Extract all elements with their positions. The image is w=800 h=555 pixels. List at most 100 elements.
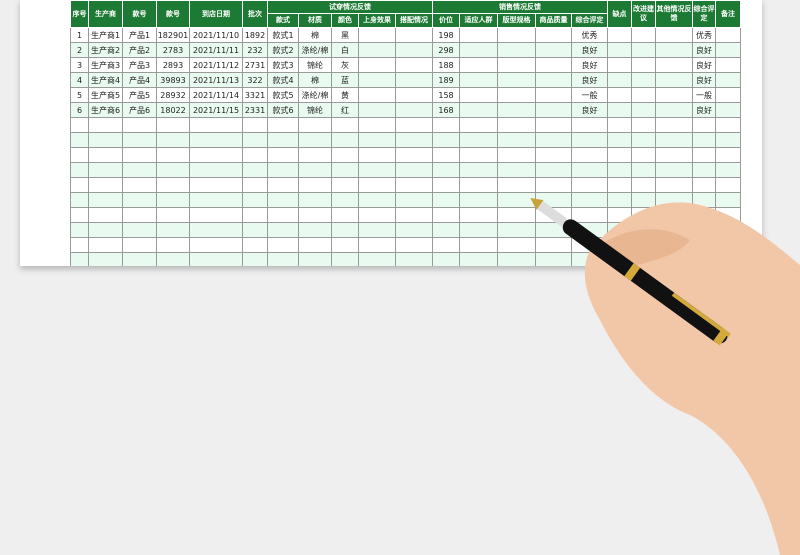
table-cell[interactable] bbox=[70, 177, 89, 193]
table-cell[interactable] bbox=[497, 222, 536, 238]
table-cell[interactable]: 3321 bbox=[242, 87, 268, 103]
table-cell[interactable]: 黄 bbox=[331, 87, 359, 103]
table-cell[interactable]: 产品5 bbox=[122, 87, 157, 103]
table-cell[interactable] bbox=[122, 177, 157, 193]
table-cell[interactable]: 182901 bbox=[156, 27, 190, 43]
table-cell[interactable]: 优秀 bbox=[571, 27, 608, 43]
table-cell[interactable] bbox=[631, 117, 656, 133]
table-cell[interactable] bbox=[432, 192, 460, 208]
table-cell[interactable] bbox=[715, 147, 741, 163]
table-cell[interactable] bbox=[571, 252, 608, 266]
table-cell[interactable] bbox=[156, 222, 190, 238]
table-cell[interactable] bbox=[298, 147, 332, 163]
table-cell[interactable] bbox=[298, 177, 332, 193]
table-cell[interactable] bbox=[497, 252, 536, 266]
table-cell[interactable] bbox=[571, 117, 608, 133]
table-cell[interactable] bbox=[267, 132, 299, 148]
table-cell[interactable] bbox=[497, 237, 536, 253]
table-cell[interactable] bbox=[358, 207, 396, 223]
table-cell[interactable] bbox=[459, 102, 498, 118]
table-cell[interactable] bbox=[395, 132, 433, 148]
table-cell[interactable] bbox=[358, 237, 396, 253]
table-cell[interactable] bbox=[331, 192, 359, 208]
table-cell[interactable]: 款式1 bbox=[267, 27, 299, 43]
table-cell[interactable] bbox=[267, 222, 299, 238]
table-cell[interactable] bbox=[267, 237, 299, 253]
table-cell[interactable] bbox=[189, 162, 243, 178]
table-cell[interactable] bbox=[571, 132, 608, 148]
table-cell[interactable] bbox=[631, 57, 656, 73]
table-cell[interactable]: 2021/11/14 bbox=[189, 87, 243, 103]
table-cell[interactable] bbox=[156, 147, 190, 163]
table-cell[interactable] bbox=[267, 252, 299, 266]
table-cell[interactable]: 产品1 bbox=[122, 27, 157, 43]
table-cell[interactable] bbox=[459, 207, 498, 223]
table-cell[interactable] bbox=[267, 162, 299, 178]
table-cell[interactable] bbox=[395, 207, 433, 223]
table-cell[interactable]: 2021/11/15 bbox=[189, 102, 243, 118]
table-cell[interactable]: 298 bbox=[432, 42, 460, 58]
table-cell[interactable] bbox=[459, 117, 498, 133]
table-cell[interactable] bbox=[358, 102, 396, 118]
table-cell[interactable] bbox=[497, 117, 536, 133]
table-cell[interactable] bbox=[497, 132, 536, 148]
table-cell[interactable] bbox=[395, 42, 433, 58]
table-cell[interactable] bbox=[395, 147, 433, 163]
table-cell[interactable] bbox=[497, 42, 536, 58]
table-cell[interactable] bbox=[395, 72, 433, 88]
table-cell[interactable] bbox=[535, 132, 572, 148]
table-cell[interactable] bbox=[395, 117, 433, 133]
table-cell[interactable] bbox=[692, 192, 716, 208]
table-cell[interactable]: 良好 bbox=[571, 57, 608, 73]
table-cell[interactable] bbox=[331, 117, 359, 133]
table-cell[interactable] bbox=[692, 162, 716, 178]
table-cell[interactable] bbox=[692, 177, 716, 193]
table-cell[interactable]: 款式5 bbox=[267, 87, 299, 103]
table-cell[interactable] bbox=[692, 117, 716, 133]
table-cell[interactable] bbox=[459, 72, 498, 88]
table-cell[interactable] bbox=[395, 102, 433, 118]
table-cell[interactable] bbox=[242, 252, 268, 266]
table-cell[interactable] bbox=[535, 102, 572, 118]
table-cell[interactable] bbox=[535, 87, 572, 103]
table-cell[interactable] bbox=[395, 177, 433, 193]
table-cell[interactable] bbox=[459, 147, 498, 163]
table-cell[interactable] bbox=[70, 252, 89, 266]
table-cell[interactable]: 棉 bbox=[298, 27, 332, 43]
table-cell[interactable]: 一般 bbox=[692, 87, 716, 103]
table-cell[interactable] bbox=[607, 87, 632, 103]
table-cell[interactable]: 28932 bbox=[156, 87, 190, 103]
table-cell[interactable]: 2 bbox=[70, 42, 89, 58]
table-cell[interactable] bbox=[571, 237, 608, 253]
table-cell[interactable] bbox=[358, 192, 396, 208]
table-cell[interactable] bbox=[535, 162, 572, 178]
table-cell[interactable]: 灰 bbox=[331, 57, 359, 73]
table-cell[interactable]: 生产商2 bbox=[88, 42, 123, 58]
table-cell[interactable] bbox=[395, 162, 433, 178]
table-cell[interactable]: 红 bbox=[331, 102, 359, 118]
table-cell[interactable] bbox=[122, 147, 157, 163]
table-cell[interactable] bbox=[122, 252, 157, 266]
table-cell[interactable] bbox=[715, 27, 741, 43]
table-cell[interactable] bbox=[122, 117, 157, 133]
table-cell[interactable] bbox=[655, 252, 693, 266]
table-cell[interactable] bbox=[189, 252, 243, 266]
table-cell[interactable] bbox=[631, 162, 656, 178]
table-cell[interactable] bbox=[156, 132, 190, 148]
table-cell[interactable] bbox=[331, 162, 359, 178]
table-cell[interactable] bbox=[497, 87, 536, 103]
table-cell[interactable] bbox=[459, 42, 498, 58]
table-cell[interactable] bbox=[88, 147, 123, 163]
table-cell[interactable] bbox=[497, 102, 536, 118]
table-cell[interactable] bbox=[395, 87, 433, 103]
table-cell[interactable]: 2021/11/12 bbox=[189, 57, 243, 73]
table-cell[interactable]: 涤纶/棉 bbox=[298, 42, 332, 58]
table-cell[interactable] bbox=[692, 132, 716, 148]
table-cell[interactable] bbox=[631, 222, 656, 238]
table-cell[interactable] bbox=[655, 42, 693, 58]
table-cell[interactable] bbox=[692, 222, 716, 238]
table-cell[interactable]: 良好 bbox=[692, 72, 716, 88]
table-cell[interactable]: 2021/11/11 bbox=[189, 42, 243, 58]
table-cell[interactable] bbox=[267, 177, 299, 193]
table-cell[interactable]: 2893 bbox=[156, 57, 190, 73]
